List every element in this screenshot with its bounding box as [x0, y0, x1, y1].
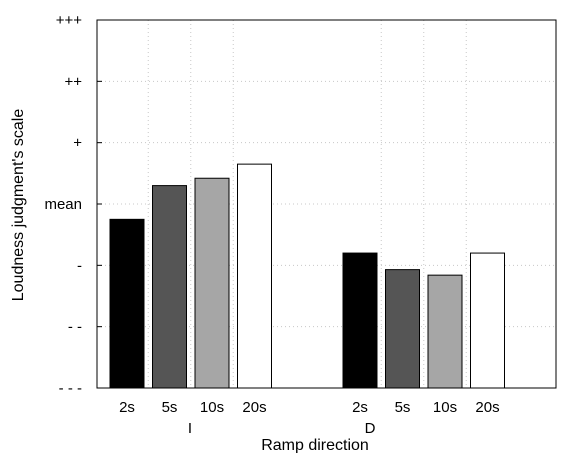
y-tick-label: + — [73, 135, 82, 152]
bar-D-10s — [427, 274, 463, 389]
x-tick-label: 10s — [200, 399, 224, 416]
bar-I-20s — [237, 163, 272, 389]
y-tick-label: +++ — [56, 12, 83, 29]
x-tick-label: 2s — [119, 399, 135, 416]
y-tick-label: - — [77, 257, 82, 274]
x-tick-label: 10s — [433, 399, 457, 416]
y-tick-labels: - - -- --mean++++++ — [44, 12, 82, 397]
plot-frame — [96, 19, 557, 389]
y-tick-label: - - - — [59, 380, 82, 397]
bar-D-20s — [470, 252, 505, 389]
bar-D-2s — [342, 252, 378, 389]
bar-I-10s — [194, 177, 230, 389]
x-tick-label: 5s — [395, 399, 411, 416]
x-tick-labels: 2s 5s 10s 20s 2s 5s 10s 20s — [119, 399, 500, 416]
y-axis-label: Loudness judgment's scale — [10, 109, 27, 302]
bar-D-5s — [385, 269, 420, 389]
bar-I-5s — [152, 185, 187, 389]
x-axis-label: Ramp direction — [261, 437, 369, 453]
y-tick-label: ++ — [64, 73, 82, 90]
bar-I-2s — [109, 218, 145, 389]
group-label: D — [365, 420, 376, 437]
x-tick-label: 20s — [242, 399, 266, 416]
x-tick-label: 2s — [352, 399, 368, 416]
y-tick-label: - - — [68, 319, 82, 336]
x-tick-label: 5s — [162, 399, 178, 416]
group-label: I — [188, 420, 192, 437]
bars — [109, 163, 505, 389]
x-tick-label: 20s — [475, 399, 499, 416]
y-tick-label: mean — [44, 196, 82, 213]
